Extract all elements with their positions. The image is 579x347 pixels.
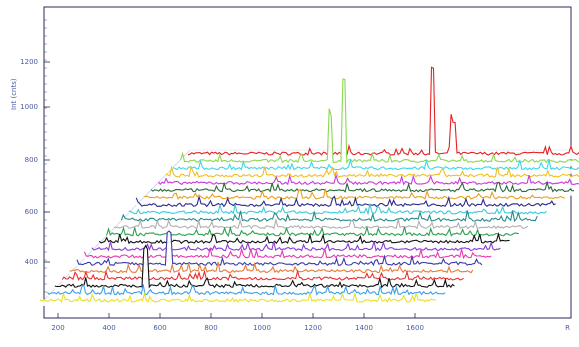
series-line — [61, 269, 464, 282]
series-line — [128, 203, 547, 216]
y-axis-label: Int (cnts) — [10, 78, 18, 110]
series-fill — [188, 67, 579, 159]
series-line — [120, 210, 538, 223]
series-line — [39, 291, 437, 304]
series-fill — [62, 271, 464, 284]
series-line — [180, 78, 579, 164]
series-line — [150, 180, 574, 193]
series-fill — [165, 166, 579, 182]
x-tick-label: 1600 — [406, 324, 424, 332]
x-tick-label: 1200 — [304, 324, 322, 332]
series-line — [172, 158, 579, 171]
series-line — [143, 188, 566, 200]
x-tick-label: 600 — [153, 324, 166, 332]
y-tick-label: 1200 — [20, 58, 38, 66]
series-line — [135, 195, 556, 208]
series-line — [113, 218, 529, 230]
x-tick-label: 400 — [102, 324, 115, 332]
series-line — [157, 173, 579, 186]
x-tick-label: 200 — [51, 324, 64, 332]
floor-left-edge — [43, 149, 191, 301]
series-line — [47, 283, 446, 296]
series-fill — [54, 245, 455, 292]
x-tick-label: 800 — [204, 324, 217, 332]
series-fill — [69, 261, 473, 277]
series-fill — [158, 175, 579, 189]
y-tick-label: 1000 — [20, 103, 38, 111]
axis-labels: 400 600 800 1000 1200 Int (cnts) 200 400 600 800 1… — [10, 58, 570, 332]
series-line — [54, 244, 455, 289]
series-line — [106, 225, 519, 238]
series-fill — [91, 241, 501, 255]
series-fill — [77, 231, 482, 270]
x-tick-label: 1400 — [355, 324, 373, 332]
series-fill — [173, 159, 579, 174]
x-axis-right-label: R — [565, 324, 570, 332]
y-tick-label: 800 — [25, 156, 38, 164]
series-fill — [40, 292, 436, 306]
series-fill — [136, 196, 556, 211]
series-fill — [143, 188, 565, 204]
series-line — [69, 261, 474, 274]
series-fill — [128, 203, 547, 218]
y-tick-label: 600 — [25, 208, 38, 216]
x-tick-label: 1000 — [253, 324, 271, 332]
series-line — [165, 165, 579, 179]
series-line — [91, 240, 501, 252]
series-fill — [99, 234, 510, 248]
y-tick-label: 400 — [25, 258, 38, 266]
series-line — [83, 247, 492, 260]
series-fill — [114, 219, 528, 233]
series-fill — [151, 182, 574, 196]
series-layer — [39, 66, 579, 306]
series-fill — [121, 210, 538, 226]
series-fill — [84, 248, 492, 262]
series-line — [187, 66, 579, 157]
